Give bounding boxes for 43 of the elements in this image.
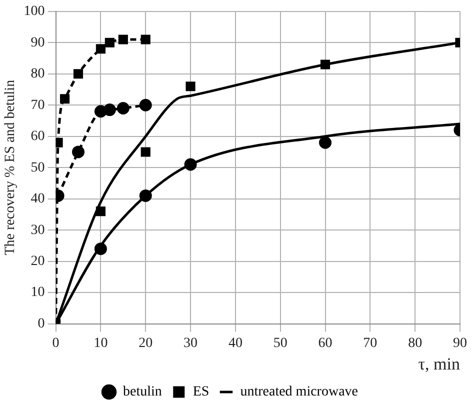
x-tick-label: 40 — [228, 336, 242, 351]
y-tick-label: 70 — [30, 98, 45, 113]
x-axis-title: τ, min — [418, 354, 460, 374]
point — [184, 158, 197, 171]
point — [104, 38, 114, 48]
x-tick-label: 30 — [184, 336, 198, 351]
point — [320, 60, 330, 70]
y-tick-label: 0 — [38, 316, 45, 332]
point — [96, 44, 106, 54]
x-tick-label: 80 — [408, 336, 422, 351]
x-tick-label: 10 — [94, 336, 108, 351]
x-tick-label: 20 — [138, 336, 153, 351]
point — [118, 34, 128, 44]
point — [72, 146, 85, 158]
x-tick-label: 50 — [273, 336, 288, 351]
point — [139, 189, 152, 202]
x-tick-label: 0 — [52, 336, 60, 351]
point — [140, 147, 150, 157]
point — [94, 242, 107, 256]
y-tick-label: 50 — [30, 160, 45, 176]
legend-label: ES — [192, 384, 210, 400]
y-tick-label: 80 — [30, 66, 45, 82]
y-tick-label: 30 — [30, 222, 45, 238]
y-tick-label: 100 — [24, 4, 45, 20]
point — [60, 94, 70, 104]
y-tick-label: 20 — [30, 254, 45, 269]
y-axis-title: The recovery % ES and betulin — [3, 80, 18, 256]
point — [140, 34, 150, 44]
point — [186, 82, 196, 92]
point — [96, 206, 106, 216]
y-tick-label: 10 — [30, 285, 45, 300]
x-tick-label: 90 — [453, 336, 467, 351]
point — [116, 102, 130, 114]
x-tick-label: 60 — [318, 336, 332, 351]
x-tick-label: 70 — [363, 336, 378, 351]
legend-label: untreated microwave — [240, 384, 358, 400]
point — [103, 104, 116, 116]
legend-label: betulin — [123, 384, 162, 400]
point — [139, 98, 152, 112]
point — [73, 69, 84, 79]
y-tick-label: 60 — [30, 129, 45, 144]
y-tick-label: 40 — [30, 192, 45, 207]
y-tick-label: 90 — [30, 35, 45, 50]
